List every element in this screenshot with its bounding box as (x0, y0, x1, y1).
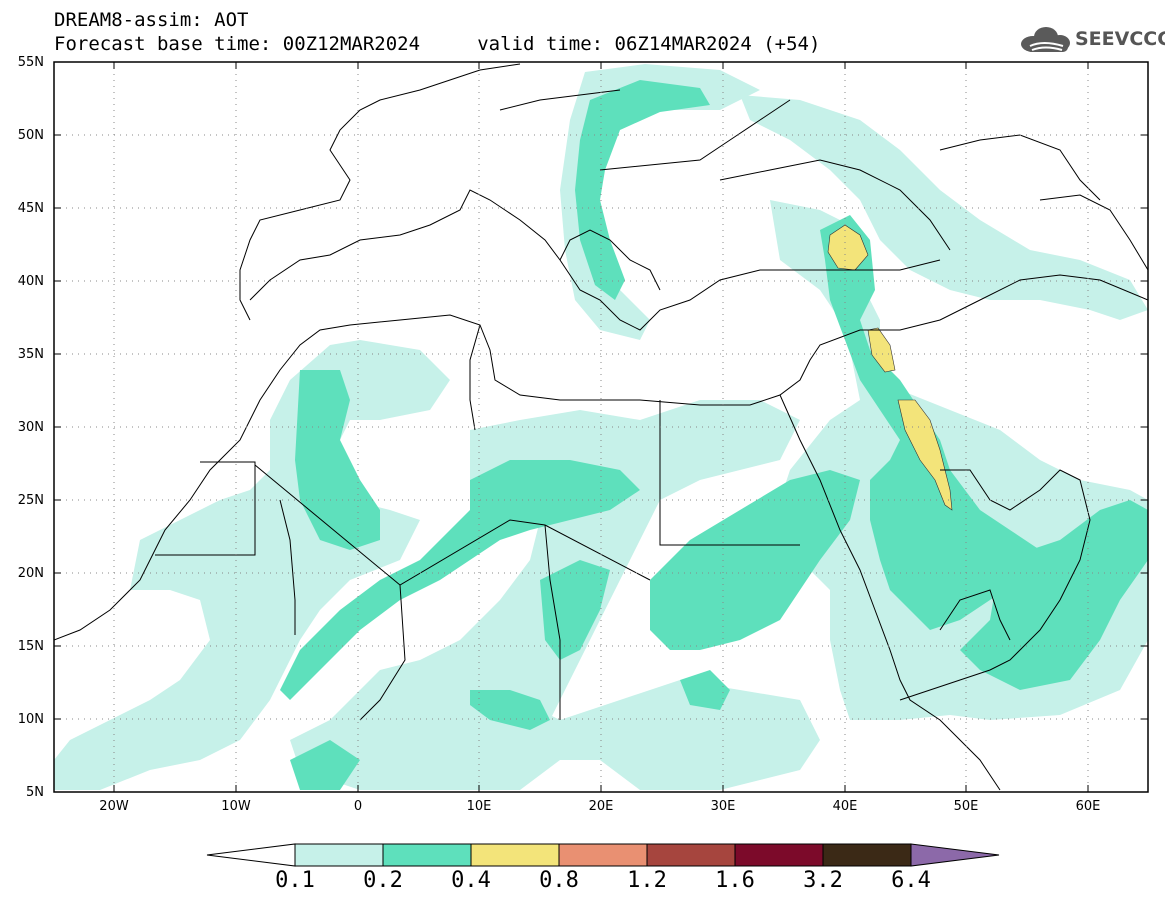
lat-label-45n: 45N (17, 201, 44, 216)
aot-field-0.2-0.4 (280, 80, 1148, 790)
lat-label-55n: 55N (17, 55, 44, 70)
colorbar-label-6.4: 6.4 (891, 868, 931, 893)
colorbar-label-0.1: 0.1 (275, 868, 315, 893)
lat-label-25n: 25N (17, 493, 44, 508)
colorbar-label-0.2: 0.2 (363, 868, 403, 893)
lon-label-10w: 10W (221, 799, 251, 814)
axis-ticks (54, 62, 1148, 792)
colorbar-label-3.2: 3.2 (803, 868, 843, 893)
lon-label-60e: 60E (1075, 799, 1101, 814)
lon-label-20w: 20W (99, 799, 129, 814)
colorbar-label-1.2: 1.2 (627, 868, 667, 893)
aot-field-0.4-0.8 (827, 224, 953, 511)
lat-label-50n: 50N (17, 128, 44, 143)
lat-label-20n: 20N (17, 566, 44, 581)
colorbar-label-0.4: 0.4 (451, 868, 491, 893)
lon-label-40e: 40E (832, 799, 858, 814)
lat-label-10n: 10N (17, 712, 44, 727)
forecast-time-line: Forecast base time: 00Z12MAR2024 valid t… (54, 33, 821, 55)
map-title: DREAM8-assim: AOT (54, 9, 249, 31)
logo-text: SEEVCCC (1075, 28, 1165, 50)
lon-label-0: 0 (353, 799, 363, 814)
lon-label-30e: 30E (710, 799, 736, 814)
coastlines-and-borders (54, 63, 1148, 791)
lat-label-30n: 30N (17, 420, 44, 435)
cloud-logo-icon (1021, 27, 1070, 52)
colorbar-label-1.6: 1.6 (715, 868, 755, 893)
colorbar-label-0.8: 0.8 (539, 868, 579, 893)
lon-label-20e: 20E (588, 799, 614, 814)
lat-label-40n: 40N (17, 274, 44, 289)
lat-lon-grid (54, 62, 1148, 792)
lon-label-50e: 50E (953, 799, 979, 814)
lon-label-10e: 10E (466, 799, 492, 814)
lat-label-5n: 5N (26, 785, 44, 800)
lat-label-35n: 35N (17, 347, 44, 362)
lat-label-15n: 15N (17, 639, 44, 654)
